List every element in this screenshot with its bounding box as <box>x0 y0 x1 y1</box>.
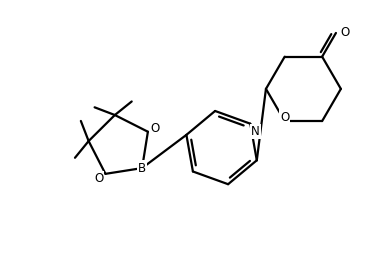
Text: O: O <box>94 172 103 185</box>
Text: O: O <box>280 111 289 124</box>
Text: B: B <box>138 162 146 175</box>
Text: O: O <box>150 122 159 135</box>
Text: N: N <box>251 125 260 138</box>
Text: O: O <box>340 27 350 39</box>
